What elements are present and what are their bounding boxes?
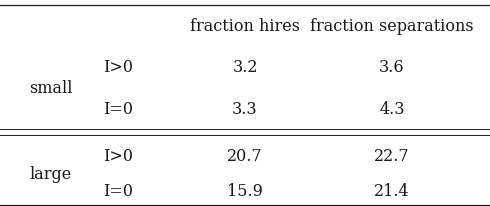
Text: large: large — [29, 166, 72, 183]
Text: 22.7: 22.7 — [374, 148, 410, 165]
Text: 15.9: 15.9 — [227, 183, 263, 200]
Text: 4.3: 4.3 — [379, 101, 405, 118]
Text: 3.6: 3.6 — [379, 60, 405, 76]
Text: 3.3: 3.3 — [232, 101, 258, 118]
Text: I>0: I>0 — [103, 60, 133, 76]
Text: I>0: I>0 — [103, 148, 133, 165]
Text: 21.4: 21.4 — [374, 183, 410, 200]
Text: fraction hires: fraction hires — [190, 18, 300, 35]
Text: small: small — [29, 80, 73, 97]
Text: fraction separations: fraction separations — [310, 18, 474, 35]
Text: 20.7: 20.7 — [227, 148, 263, 165]
Text: 3.2: 3.2 — [232, 60, 258, 76]
Text: I=0: I=0 — [103, 183, 133, 200]
Text: I=0: I=0 — [103, 101, 133, 118]
